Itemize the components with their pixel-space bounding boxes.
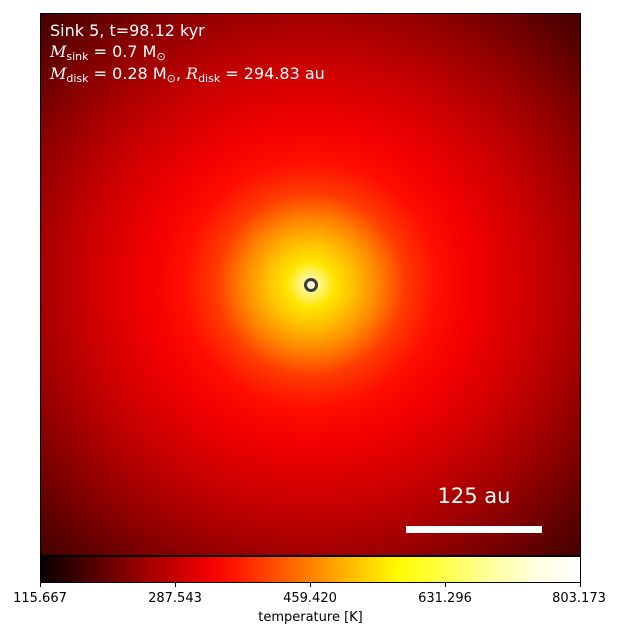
disk-properties-label: Mdisk = 0.28 M⊙, Rdisk = 294.83 au <box>50 64 325 85</box>
colorbar-tick-label: 115.667 <box>13 591 67 606</box>
scale-bar <box>406 526 542 533</box>
colorbar-label: temperature [K] <box>258 610 363 625</box>
colorbar-tick <box>40 583 41 587</box>
colorbar-tick <box>580 583 581 587</box>
colorbar-tick-label: 459.420 <box>283 591 337 606</box>
temperature-map: Sink 5, t=98.12 kyr Msink = 0.7 M⊙ Mdisk… <box>40 13 581 556</box>
sink-mass-label: Msink = 0.7 M⊙ <box>50 42 166 63</box>
colorbar-tick <box>175 583 176 587</box>
colorbar-tick <box>310 583 311 587</box>
colorbar-tick <box>445 583 446 587</box>
colorbar <box>40 556 581 583</box>
colorbar-tick-label: 287.543 <box>148 591 202 606</box>
sink-time-label: Sink 5, t=98.12 kyr <box>50 21 205 40</box>
colorbar-tick-label: 803.173 <box>552 591 606 606</box>
sink-marker <box>304 278 318 292</box>
scale-bar-label: 125 au <box>437 484 511 508</box>
colorbar-tick-label: 631.296 <box>418 591 472 606</box>
